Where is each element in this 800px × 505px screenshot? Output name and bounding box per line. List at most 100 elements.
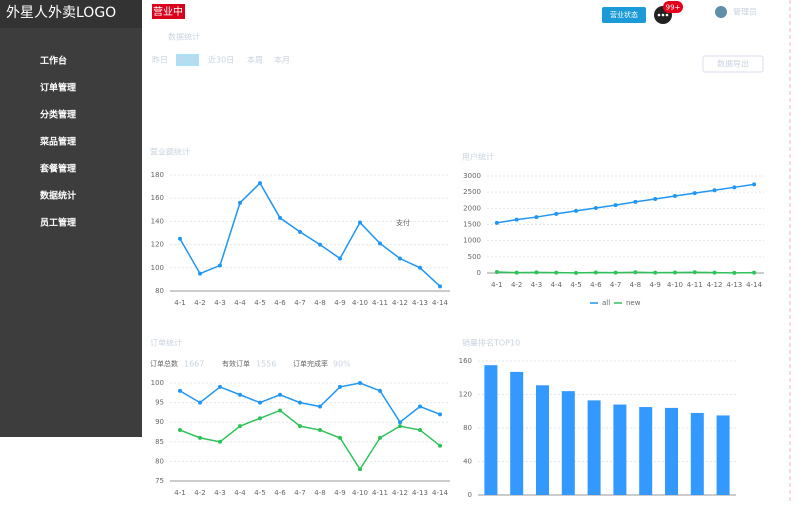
point: [258, 400, 262, 405]
menu-item[interactable]: 菜品管理: [39, 136, 76, 148]
dot: [665, 13, 669, 17]
point: [593, 270, 598, 275]
tab-active-bg: [176, 54, 199, 66]
point: [692, 270, 697, 275]
tab[interactable]: 近30日: [208, 55, 234, 65]
bar: [484, 365, 498, 495]
point: [258, 181, 262, 186]
point: [378, 388, 382, 393]
user-name[interactable]: 管理员: [733, 7, 757, 17]
bar: [613, 404, 627, 495]
point: [418, 265, 422, 270]
y-tick-label: 500: [468, 253, 481, 261]
status-button[interactable]: [602, 7, 646, 23]
point: [178, 236, 182, 241]
point: [238, 424, 242, 429]
point: [278, 392, 282, 397]
x-tick-label: 4-14: [432, 299, 448, 307]
line: [496, 183, 755, 224]
point: [613, 203, 618, 208]
point: [218, 263, 222, 268]
dot: [661, 13, 665, 17]
menu-item[interactable]: 订单管理: [40, 82, 76, 94]
page-title: 数据统计: [168, 32, 200, 42]
sidebar: [0, 0, 142, 437]
point: [218, 384, 222, 389]
export-label[interactable]: 数据导出: [717, 59, 749, 69]
avatar[interactable]: [715, 6, 727, 18]
status-button-label[interactable]: 营业状态: [610, 10, 638, 19]
point: [398, 256, 402, 261]
point: [338, 435, 342, 440]
point: [378, 435, 382, 440]
point: [178, 388, 182, 393]
point: [554, 211, 559, 216]
point: [494, 220, 499, 225]
menu-item[interactable]: 工作台: [40, 55, 67, 67]
y-tick-label: 180: [151, 171, 164, 179]
line: [179, 409, 441, 471]
export-button[interactable]: [702, 55, 764, 73]
point: [438, 443, 442, 448]
tab[interactable]: 本周: [247, 55, 263, 65]
x-tick-label: 4-12: [392, 299, 408, 307]
point: [358, 220, 362, 225]
y-tick-label: 0: [468, 491, 472, 499]
point: [732, 270, 737, 275]
point: [712, 270, 717, 275]
y-tick-label: 140: [151, 217, 164, 225]
menu-item[interactable]: 分类管理: [40, 109, 76, 121]
x-tick-label: 4-7: [610, 281, 621, 289]
tab[interactable]: 近7日: [177, 55, 198, 65]
x-tick-label: 4-1: [174, 489, 185, 497]
point: [198, 435, 202, 440]
point: [653, 196, 658, 201]
x-tick-label: 4-7: [294, 299, 305, 307]
point: [338, 256, 342, 261]
point: [278, 408, 282, 413]
menu-item[interactable]: 套餐管理: [40, 163, 76, 175]
x-tick-label: 4-9: [334, 489, 345, 497]
tab[interactable]: 本月: [274, 55, 290, 65]
x-tick-label: 4-13: [412, 489, 428, 497]
line: [179, 181, 441, 287]
point: [238, 392, 242, 397]
x-tick-label: 4-13: [412, 299, 428, 307]
point: [554, 270, 559, 275]
dot: [657, 13, 661, 17]
point: [514, 217, 519, 222]
point: [633, 199, 638, 204]
point: [514, 270, 519, 275]
menu-item[interactable]: 数据统计: [40, 190, 76, 202]
y-tick-label: 0: [477, 269, 481, 277]
point: [418, 404, 422, 409]
stat-label: 订单完成率: [293, 359, 328, 368]
y-tick-label: 120: [459, 391, 472, 399]
point: [218, 439, 222, 444]
point: [238, 200, 242, 205]
x-tick-label: 4-9: [649, 281, 660, 289]
y-tick-label: 2500: [463, 188, 481, 196]
point: [712, 188, 717, 193]
x-tick-label: 4-12: [392, 489, 408, 497]
bar: [587, 400, 601, 495]
y-tick-label: 160: [151, 194, 164, 202]
menu-item[interactable]: 员工管理: [40, 217, 76, 229]
x-tick-label: 4-10: [352, 299, 368, 307]
x-tick-label: 4-2: [511, 281, 522, 289]
stat-label: 订单总数: [150, 359, 178, 368]
y-tick-label: 100: [151, 264, 164, 272]
point: [318, 428, 322, 433]
point: [653, 270, 658, 275]
x-tick-label: 4-1: [174, 299, 185, 307]
stat-value: 1556: [256, 360, 276, 369]
point: [534, 270, 539, 275]
tab[interactable]: 昨日: [152, 55, 168, 65]
logo-bar: [0, 0, 142, 28]
y-tick-label: 3000: [463, 172, 481, 180]
y-tick-label: 85: [155, 438, 164, 446]
point: [278, 215, 282, 220]
y-tick-label: 80: [155, 287, 164, 295]
point: [613, 270, 618, 275]
point: [438, 284, 442, 289]
